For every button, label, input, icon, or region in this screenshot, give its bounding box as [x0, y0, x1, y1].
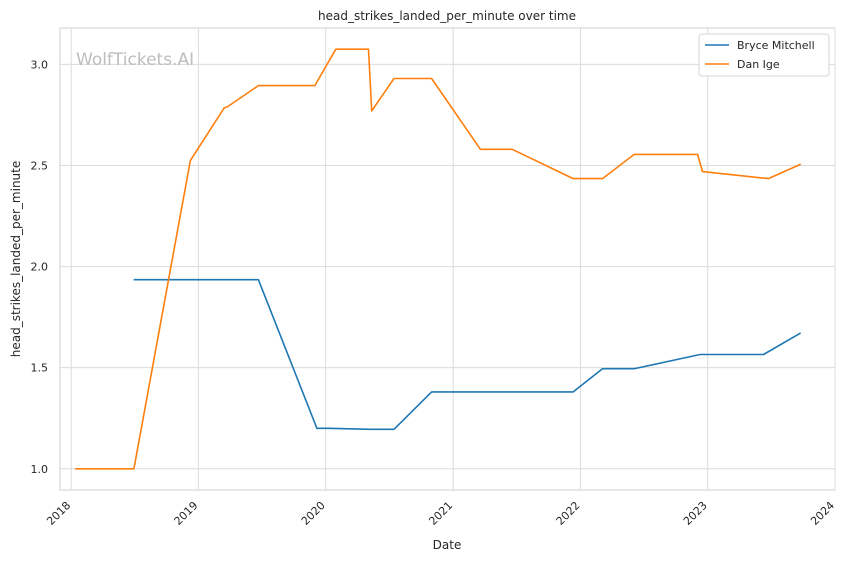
x-tick-label: 2022 — [554, 499, 583, 528]
plot-area — [59, 27, 836, 491]
legend-box — [698, 33, 830, 77]
series-lines — [74, 48, 801, 470]
y-axis-title: head_strikes_landed_per_minute — [9, 161, 23, 358]
x-tick-label: 2019 — [172, 499, 201, 528]
y-tick-label: 1.5 — [31, 362, 49, 375]
legend: Bryce Mitchell Dan Ige — [698, 33, 830, 77]
x-tick-label: 2018 — [44, 499, 73, 528]
x-tick-label: 2021 — [426, 499, 455, 528]
x-tick-label: 2024 — [808, 499, 837, 528]
y-tick-label: 3.0 — [31, 58, 49, 71]
y-tick-label: 1.0 — [31, 463, 49, 476]
y-tick-label: 2.0 — [31, 261, 49, 274]
x-tick-label: 2020 — [299, 499, 328, 528]
x-tick-label: 2023 — [681, 499, 710, 528]
legend-label-bryce-mitchell: Bryce Mitchell — [737, 39, 815, 52]
x-tick-labels: 2018 2019 2020 2021 2022 2023 2024 — [44, 499, 837, 528]
watermark-text: WolfTickets.AI — [76, 50, 194, 70]
y-tick-label: 2.5 — [31, 159, 49, 172]
x-axis-title: Date — [433, 538, 462, 552]
chart-title: head_strikes_landed_per_minute over time — [318, 9, 576, 23]
y-tick-labels: 1.0 1.5 2.0 2.5 3.0 — [31, 58, 49, 475]
legend-label-dan-ige: Dan Ige — [737, 58, 780, 71]
